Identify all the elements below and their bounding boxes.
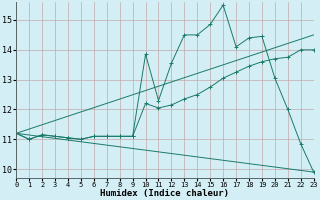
X-axis label: Humidex (Indice chaleur): Humidex (Indice chaleur) xyxy=(100,189,229,198)
